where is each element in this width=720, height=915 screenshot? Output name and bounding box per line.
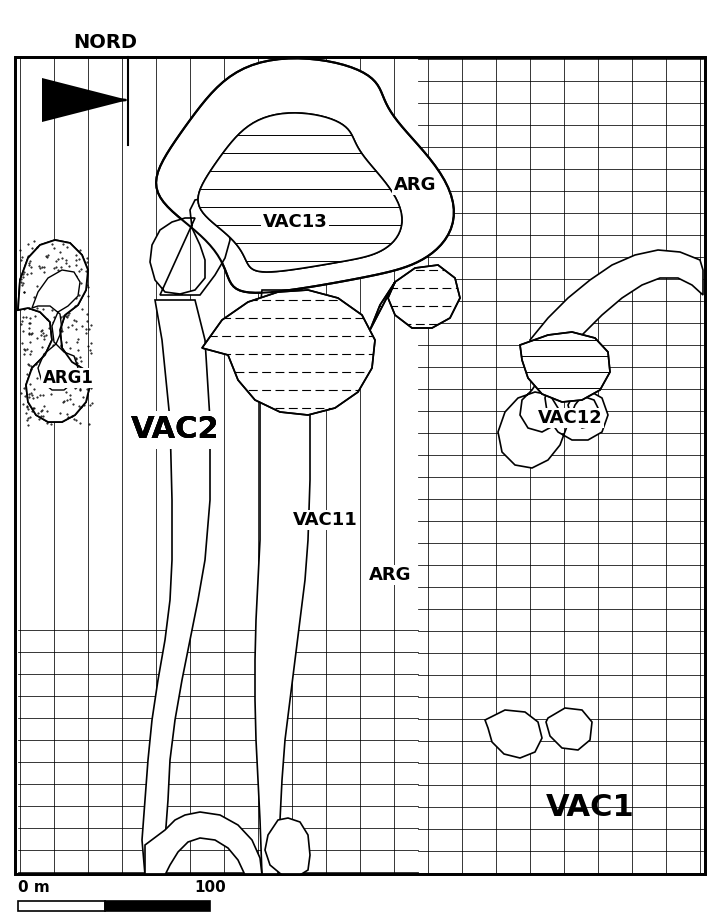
Polygon shape (18, 240, 90, 422)
Text: VAC11: VAC11 (292, 511, 357, 529)
Text: ARG: ARG (394, 176, 436, 194)
Polygon shape (198, 113, 402, 272)
Polygon shape (520, 332, 610, 402)
Text: 0 m: 0 m (18, 880, 50, 895)
Polygon shape (32, 270, 80, 390)
Polygon shape (546, 708, 592, 750)
Bar (18, 901, 105, 911)
Text: VAC2: VAC2 (131, 415, 220, 445)
Polygon shape (145, 812, 262, 875)
Text: ARG1: ARG1 (42, 369, 94, 387)
Text: VAC2: VAC2 (131, 415, 220, 445)
Polygon shape (18, 240, 90, 422)
Polygon shape (42, 78, 128, 122)
Polygon shape (370, 265, 460, 330)
Polygon shape (255, 290, 310, 875)
Polygon shape (198, 113, 402, 272)
Text: VAC12: VAC12 (538, 409, 603, 427)
Text: VAC13: VAC13 (263, 213, 328, 231)
Text: ARG: ARG (369, 566, 411, 584)
Polygon shape (485, 710, 542, 758)
Text: VAC1: VAC1 (546, 793, 634, 823)
Polygon shape (15, 57, 705, 874)
Bar (105, 901, 210, 911)
Text: VAC2: VAC2 (131, 415, 220, 445)
Polygon shape (142, 300, 210, 875)
Text: 100: 100 (194, 880, 226, 895)
Polygon shape (265, 818, 310, 875)
Polygon shape (150, 198, 230, 295)
Bar (15, 57, 705, 874)
Polygon shape (202, 290, 375, 415)
Text: NORD: NORD (73, 33, 137, 51)
Polygon shape (156, 59, 454, 293)
Polygon shape (498, 250, 703, 468)
